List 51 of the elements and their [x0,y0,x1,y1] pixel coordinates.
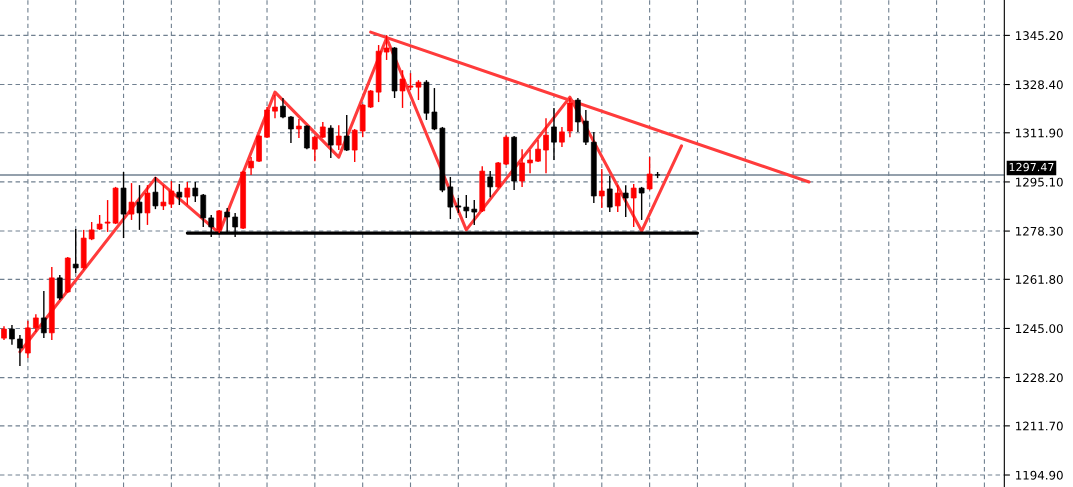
candlestick [272,94,278,119]
y-tick-label: 1194.90 [1016,470,1063,480]
y-tick-label: 1345.20 [1016,31,1063,41]
y-tick-label: 1278.30 [1016,226,1063,236]
candlestick [646,156,653,191]
candlestick [551,107,557,161]
ref-line-label: 1297.47 [1009,162,1054,172]
y-tick-label: 1228.20 [1016,373,1063,383]
candlestick [128,182,135,221]
y-tick-label: 1211.70 [1016,421,1063,431]
y-tick-label: 1261.80 [1016,275,1063,284]
candlestick [192,181,199,203]
candlestick [152,176,159,210]
candlestick [9,324,15,346]
candlestick [184,181,191,206]
candlestick [200,193,207,228]
candlestick [327,124,334,159]
candlestick [471,199,478,226]
candlestick [343,114,350,152]
candlestick [543,117,549,174]
candlestick [17,334,23,367]
candlestick [56,274,63,301]
y-tick-label: 1295.10 [1016,177,1063,187]
candlestick [136,184,143,231]
candlestick [519,148,525,188]
y-tick-label: 1328.40 [1016,80,1063,90]
candlestick [606,175,613,213]
candlestick [72,228,79,274]
candlestick [638,186,645,221]
y-tick-label: 1245.00 [1016,324,1063,334]
candlestick [288,115,294,144]
candlestick [312,135,318,162]
y-tick-label: 1311.90 [1016,128,1063,138]
candlestick [622,184,629,218]
candlestick [598,168,605,209]
candlestick [495,161,501,189]
candlestick [463,194,470,219]
candlestick [144,184,151,226]
candlestick [583,109,589,146]
candlestick [630,183,637,228]
candlestick [575,97,581,133]
candlestick [614,184,621,213]
candlestick [335,124,342,151]
candlestick [176,183,183,206]
candlestick [487,170,494,198]
candlestick [216,209,223,234]
candlestick [559,126,565,148]
candlestick [527,149,533,174]
candlestick [41,290,47,339]
candlestick [296,118,302,139]
candlestick [351,128,358,163]
